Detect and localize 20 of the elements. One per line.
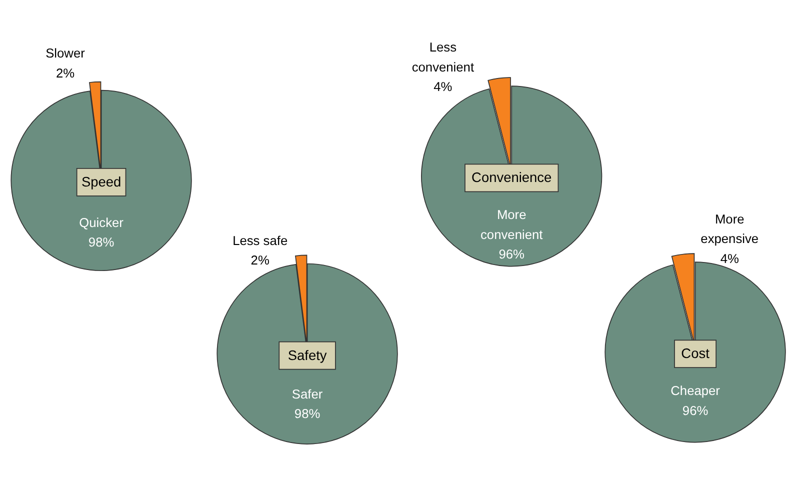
slice-label: Less convenient	[412, 40, 474, 74]
text: Safety	[288, 348, 327, 363]
data-label: 2%	[250, 252, 270, 268]
slice-label: Quicker	[79, 214, 124, 230]
text: Convenience	[472, 170, 552, 186]
slice-label: Slower	[46, 46, 86, 61]
slice-label: More convenient	[480, 207, 544, 242]
slice-label: More expensive	[700, 211, 759, 246]
text: Speed	[81, 174, 122, 190]
data-label: 98%	[88, 234, 114, 250]
data-label: 98%	[294, 406, 320, 422]
data-label: 96%	[682, 402, 708, 418]
data-label: 2%	[56, 65, 75, 80]
data-label: 4%	[434, 79, 452, 94]
slice-label: Cheaper	[670, 383, 721, 398]
slice-label: Less safe	[232, 232, 288, 248]
text: Cost	[681, 346, 710, 362]
data-label: 96%	[498, 246, 524, 262]
slice-label: Safer	[292, 386, 324, 402]
data-label: 4%	[720, 250, 739, 266]
